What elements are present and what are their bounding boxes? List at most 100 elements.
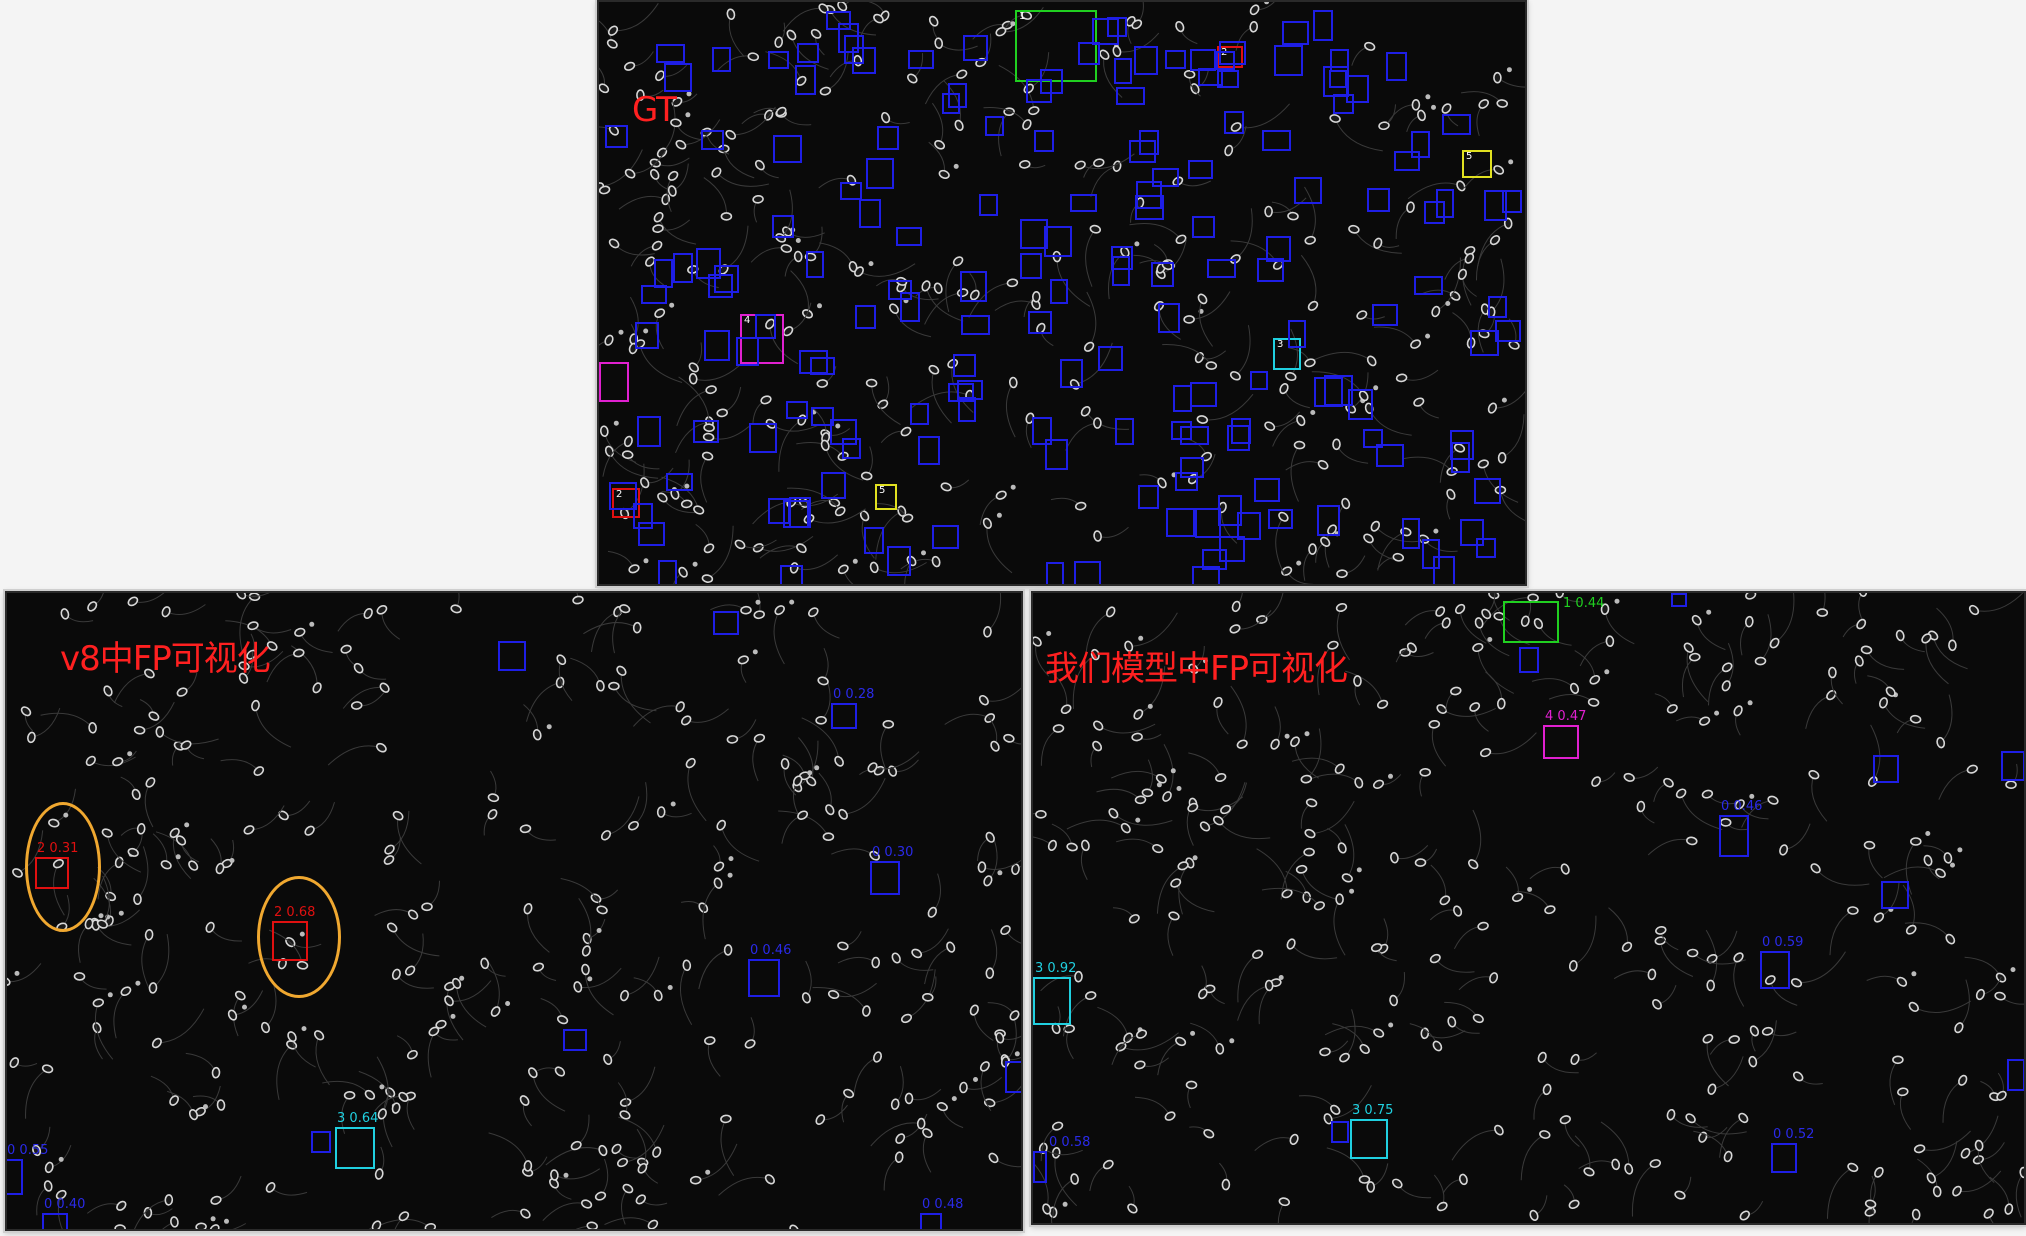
gt-box-class-0 (789, 497, 811, 528)
gt-box-class-0 (1207, 259, 1236, 278)
ours-detection (1873, 755, 1899, 783)
gt-box-class-0 (1180, 426, 1209, 445)
gt-box-class-0 (1074, 561, 1101, 586)
gt-box-class-0 (1282, 21, 1309, 45)
gt-box-class-0 (1495, 320, 1521, 342)
gt-box-class-0 (1231, 418, 1251, 444)
gt-box-class-0 (953, 354, 976, 377)
gt-box-class-5: 5 (1462, 150, 1492, 178)
gt-box-class-0 (1484, 190, 1507, 221)
gt-box-class-0 (1376, 444, 1404, 467)
gt-box-class-0 (749, 423, 777, 453)
gt-box-class-0 (1192, 216, 1215, 238)
gt-box-class-0 (1414, 276, 1443, 295)
gt-box-class-0 (1424, 201, 1445, 224)
gt-box-class-0 (656, 44, 685, 63)
gt-box-class-0 (1250, 371, 1268, 390)
gt-box-class-0 (637, 416, 661, 447)
gt-box-class-0 (1394, 151, 1420, 171)
v8-detection-label: 2 0.31 (37, 841, 79, 856)
ours-detection-label: 0 0.52 (1773, 1127, 1815, 1142)
gt-box-class-0 (877, 126, 899, 150)
gt-box-class-0 (654, 259, 673, 288)
ours-detection: 0 0.59 (1760, 936, 1803, 989)
gt-box-class-0 (1402, 518, 1420, 549)
gt-box-class-0 (712, 47, 731, 72)
gt-box-class-0 (1363, 429, 1383, 448)
gt-box-class-0 (1044, 226, 1072, 257)
v8-cell-field (5, 591, 1023, 1231)
gt-box-class-0 (1314, 377, 1343, 407)
gt-box-class-0 (963, 35, 988, 61)
gt-box-class-0 (1134, 46, 1158, 75)
ours-detection (1519, 647, 1539, 673)
v8-detection-label: 2 0.68 (274, 905, 316, 920)
gt-box-class-0 (696, 248, 721, 279)
gt-box-class-0 (1386, 52, 1407, 81)
gt-box-class-0 (859, 199, 881, 228)
gt-box-class-0 (1171, 421, 1192, 440)
gt-box-class-0 (1188, 160, 1213, 179)
gt-box-class-0 (1274, 45, 1303, 76)
v8-detection: 0 0.30 (870, 846, 913, 895)
gt-box-class-0 (830, 419, 857, 445)
gt-box-class-0 (714, 265, 739, 293)
gt-box-class-0 (1192, 566, 1220, 586)
gt-box-class-0 (1112, 256, 1130, 286)
gt-box-class-0 (1219, 536, 1245, 562)
gt-box-class-0 (961, 315, 990, 335)
v8-highlight-ellipse (257, 876, 341, 998)
ours-detection (1331, 1121, 1349, 1143)
gt-box-class-0 (1224, 111, 1244, 134)
gt-box-class-0 (1217, 70, 1239, 88)
gt-box-class-0 (948, 383, 974, 402)
gt-box-class-0 (960, 271, 987, 302)
gt-box-class-0 (795, 65, 816, 95)
gt-box-class-0 (1476, 538, 1496, 558)
gt-box-class-0 (704, 330, 730, 361)
gt-box-class-0 (1190, 49, 1216, 71)
v8-detection-label: 0 0.30 (872, 845, 914, 860)
gt-box-class-0 (1257, 258, 1284, 282)
gt-box-class-0 (1175, 472, 1198, 491)
v8-highlight-ellipse (25, 802, 101, 932)
gt-box-class-0 (1092, 18, 1119, 45)
gt-box-class-0 (1237, 512, 1261, 540)
v8-panel-title: v8中FP可视化 (60, 639, 271, 679)
gt-box-class-0 (900, 292, 920, 322)
gt-box-class-0 (799, 350, 828, 374)
ours-detection-label: 3 0.75 (1352, 1103, 1394, 1118)
gt-box-class-0 (1190, 382, 1217, 407)
gt-box-class-0 (1060, 359, 1083, 388)
v8-detection: 0 0.55 (5, 1144, 48, 1195)
v8-fp-panel: v8中FP可视化 2 0.31 2 0.68 3 0.64 0 0.28 0 0… (5, 591, 1023, 1231)
gt-box-class-0 (811, 407, 834, 426)
gt-box-class-0 (1114, 58, 1132, 84)
gt-box-class-0 (1158, 303, 1180, 333)
gt-box-class-0 (1098, 346, 1123, 371)
ours-cell-field (1031, 591, 2026, 1225)
gt-box-class-0 (1254, 478, 1280, 502)
gt-box-class-0 (896, 227, 922, 246)
gt-box-class-4 (599, 362, 629, 402)
gt-box-class-0 (918, 436, 940, 465)
gt-box-class-0 (1372, 304, 1398, 326)
gt-box-class-0 (1346, 75, 1369, 103)
gt-box-class-0 (797, 43, 819, 63)
gt-box-class-0 (673, 253, 693, 283)
v8-detection: 0 0.48 (920, 1198, 963, 1231)
gt-box-class-0 (773, 135, 802, 163)
gt-box-class-0 (1152, 168, 1179, 187)
v8-detection-label: 3 0.64 (337, 1111, 379, 1126)
gt-box-class-0 (1470, 330, 1499, 356)
gt-box-class-0 (1268, 509, 1293, 529)
gt-box-class-0 (840, 182, 862, 200)
ours-detection-label: 0 0.58 (1049, 1135, 1091, 1150)
gt-box-class-0 (755, 314, 776, 339)
gt-box-class-0 (633, 503, 653, 529)
gt-box-class-0 (1288, 320, 1306, 348)
gt-box-class-0 (1026, 79, 1052, 103)
gt-box-class-0 (1045, 439, 1068, 470)
gt-box-class-0 (1166, 508, 1195, 537)
ours-detection-label: 3 0.92 (1035, 961, 1077, 976)
